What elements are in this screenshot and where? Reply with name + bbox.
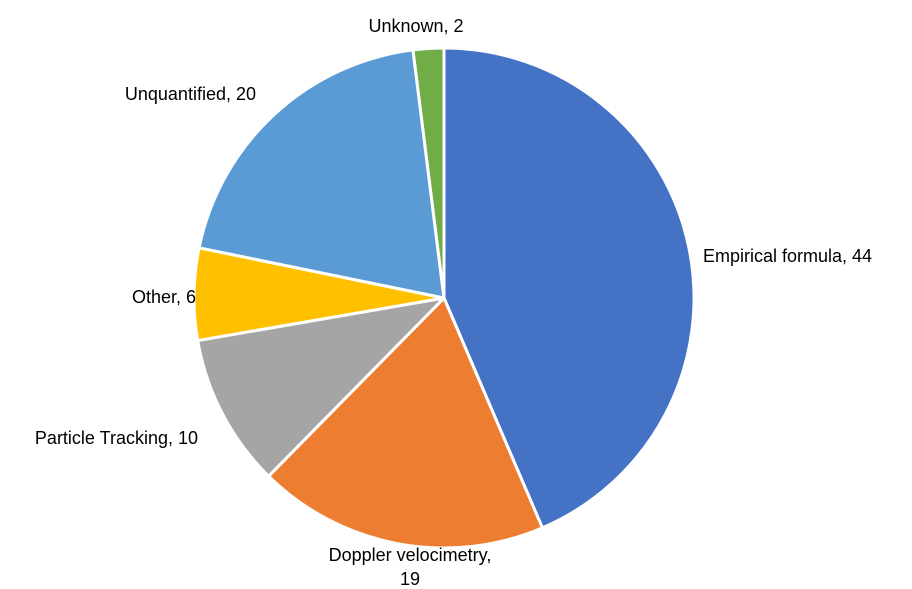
data-label-line: Particle Tracking, 10 (35, 428, 198, 448)
data-label-unquantified: Unquantified, 20 (125, 84, 256, 104)
pie-slice-empirical-formula (442, 46, 696, 530)
data-label-other: Other, 6 (132, 287, 196, 307)
data-label-line: Unquantified, 20 (125, 84, 256, 104)
data-label-line: Doppler velocimetry, (329, 545, 492, 565)
data-label-line: Empirical formula, 44 (703, 246, 872, 266)
pie-slice-unknown (411, 46, 446, 300)
data-label-particle-tracking: Particle Tracking, 10 (35, 428, 198, 448)
data-label-doppler-velocimetry: Doppler velocimetry, 19 (329, 545, 492, 589)
pie-slices (192, 46, 696, 550)
data-label-empirical-formula: Empirical formula, 44 (703, 246, 872, 266)
data-label-line: 19 (400, 569, 420, 589)
data-label-line: Unknown, 2 (368, 16, 463, 36)
data-label-unknown: Unknown, 2 (368, 16, 463, 36)
pie-slice-doppler-velocimetry (267, 296, 544, 550)
pie-slice-particle-tracking (196, 296, 446, 478)
pie-data-labels: Empirical formula, 44 Doppler velocimetry… (35, 16, 872, 589)
pie-slice-unquantified (197, 48, 446, 300)
data-label-line: Other, 6 (132, 287, 196, 307)
